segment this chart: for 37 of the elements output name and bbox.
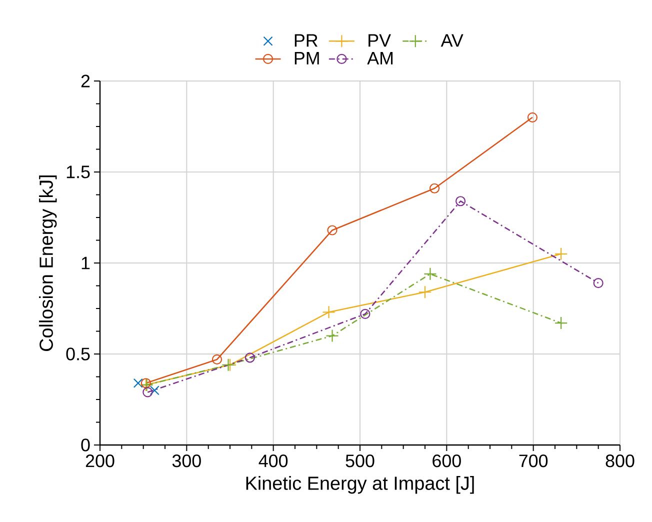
y-tick-label: 0 [81,438,90,452]
x-tick-label: 200 [86,454,114,468]
y-tick-label: 0.5 [66,348,90,360]
x-axis-title: Kinetic Energy at Impact [J] [246,476,474,494]
point [327,225,338,236]
point [212,354,222,365]
point [455,196,466,206]
y-tick-label: 1 [82,256,90,270]
point [133,378,143,388]
x-tick-label: 500 [346,454,374,468]
x-tick-label: 400 [258,454,288,468]
y-axis-title: Collosion Energy [kJ] [39,175,57,351]
legend-label: PR [294,34,318,47]
point [326,329,339,342]
point [554,316,568,330]
point [360,308,370,320]
point [322,306,336,319]
y-tick-label: 2 [81,74,90,88]
point [418,286,432,299]
x-tick-label: 800 [606,454,634,468]
y-tick-label: 1.5 [66,166,90,178]
legend-label: PV [368,34,391,47]
point [424,267,437,280]
point [140,378,151,388]
legend-label: PM [294,52,319,64]
x-tick-label: 300 [172,454,201,468]
point [429,183,440,194]
point [554,247,568,260]
point [593,278,604,288]
point [150,386,160,396]
legend-label: AM [367,52,393,64]
point [527,112,538,122]
legend-label: AV [440,34,464,47]
x-tick-label: 600 [432,454,461,468]
x-tick-label: 700 [519,454,548,468]
point [142,387,153,398]
point [244,352,255,363]
